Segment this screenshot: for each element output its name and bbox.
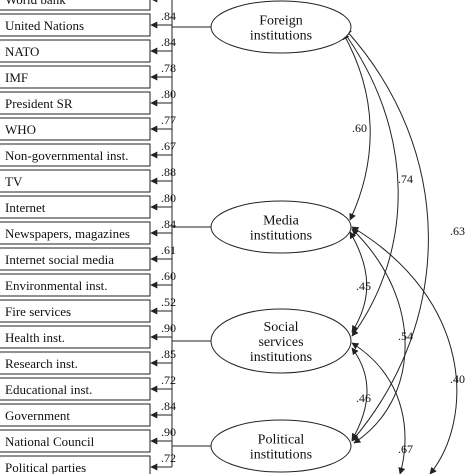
indicator-label: Environmental inst. — [5, 278, 108, 293]
indicator-box — [0, 91, 151, 115]
indicator-label: Internet — [5, 200, 46, 215]
factor-label: Foreign — [259, 14, 303, 29]
loading-value: .77 — [161, 113, 176, 127]
indicator-label: National Council — [5, 434, 95, 449]
indicator-label: Non-governmental inst. — [5, 148, 128, 163]
loading-value: .90 — [161, 321, 176, 335]
indicator-label: Newspapers, magazines — [5, 226, 130, 241]
indicator-label: Fire services — [5, 304, 71, 319]
indicator-box — [0, 65, 151, 89]
correlation-value: .60 — [352, 121, 367, 135]
indicator-box — [0, 455, 151, 474]
indicator-box — [0, 169, 151, 193]
indicator-label: Internet social media — [5, 252, 114, 267]
indicator-box — [0, 221, 151, 245]
indicator-box — [0, 143, 151, 167]
indicator-label: Educational inst. — [5, 382, 92, 397]
indicator-box — [0, 39, 151, 63]
indicator-label: TV — [5, 174, 23, 189]
indicator-box — [0, 429, 151, 453]
factor-label: Media — [263, 214, 300, 229]
loading-value: .84 — [161, 9, 176, 23]
correlation-value: .45 — [356, 279, 371, 293]
loading-value: .67 — [161, 139, 176, 153]
factor-ellipse — [210, 200, 352, 254]
indicator-label: Health inst. — [5, 330, 65, 345]
indicator-label: United Nations — [5, 18, 84, 33]
indicator-box — [0, 0, 151, 11]
correlation-value: .67 — [398, 442, 413, 456]
factor-label: Political — [258, 433, 305, 448]
indicator-label: Government — [5, 408, 70, 423]
correlation-value: .63 — [450, 224, 465, 238]
correlation-arc — [351, 342, 406, 474]
loading-value: .72 — [161, 373, 176, 387]
indicator-box — [0, 351, 151, 375]
indicator-label: President SR — [5, 96, 73, 111]
loading-value: .52 — [161, 295, 176, 309]
indicator-label: Research inst. — [5, 356, 78, 371]
indicator-box — [0, 13, 151, 37]
correlation-value: .54 — [398, 329, 413, 343]
loading-value: .72 — [161, 451, 176, 465]
indicator-label: WHO — [5, 122, 36, 137]
indicator-box — [0, 117, 151, 141]
loading-value: .80 — [161, 191, 176, 205]
correlation-value: .46 — [356, 391, 371, 405]
loading-value: .61 — [161, 243, 176, 257]
factor-label: Social — [264, 320, 299, 335]
factor-label: institutions — [250, 350, 312, 365]
indicator-box — [0, 377, 151, 401]
indicator-box — [0, 403, 151, 427]
factor-label: institutions — [250, 448, 312, 463]
loading-value: .88 — [161, 165, 176, 179]
loading-value: .84 — [161, 217, 176, 231]
factor-label: services — [258, 335, 303, 350]
loading-value: .84 — [161, 35, 176, 49]
loading-value: .80 — [161, 87, 176, 101]
indicator-label: IMF — [5, 70, 28, 85]
correlation-value: .74 — [398, 172, 413, 186]
loading-value: .60 — [161, 269, 176, 283]
indicator-label: Political parties — [5, 460, 86, 474]
indicator-box — [0, 195, 151, 219]
loading-value: .90 — [161, 425, 176, 439]
loading-value: .84 — [161, 399, 176, 413]
correlation-value: .40 — [450, 372, 465, 386]
indicator-box — [0, 273, 151, 297]
correlation-arc — [351, 226, 458, 474]
indicator-label: World bank — [5, 0, 66, 7]
indicator-box — [0, 325, 151, 349]
factor-ellipse — [210, 0, 352, 54]
factor-label: institutions — [250, 29, 312, 44]
indicator-box — [0, 247, 151, 271]
indicator-box — [0, 299, 151, 323]
loading-value: .78 — [161, 61, 176, 75]
loading-value: .85 — [161, 347, 176, 361]
factor-ellipse — [210, 419, 352, 473]
factor-label: institutions — [250, 229, 312, 244]
indicator-label: NATO — [5, 44, 39, 59]
factor-ellipse — [210, 308, 352, 374]
